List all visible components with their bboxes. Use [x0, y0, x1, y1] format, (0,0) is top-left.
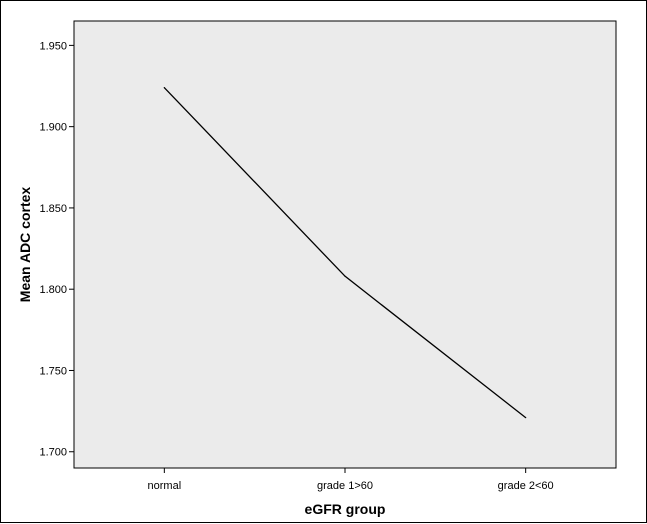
- data-point: [163, 87, 165, 89]
- x-tick-label: normal: [148, 480, 182, 492]
- x-tick-label: grade 1>60: [317, 480, 373, 492]
- x-axis-title: eGFR group: [305, 501, 386, 517]
- y-tick-label: 1.900: [39, 122, 67, 134]
- y-tick-label: 1.950: [39, 40, 67, 52]
- plot-area: [73, 20, 617, 469]
- y-tick-label: 1.700: [39, 447, 67, 459]
- y-axis-title: Mean ADC cortex: [17, 187, 33, 303]
- data-point: [525, 417, 527, 419]
- x-tick-label: grade 2<60: [498, 480, 554, 492]
- series-layer: [163, 87, 527, 419]
- y-tick-label: 1.850: [39, 203, 67, 215]
- data-point: [344, 275, 346, 277]
- y-tick-label: 1.800: [39, 284, 67, 296]
- y-axis: 1.700 1.750 1.800 1.850 1.900 1.950: [39, 40, 74, 459]
- x-axis: normal grade 1>60 grade 2<60: [148, 468, 554, 492]
- y-tick-label: 1.750: [39, 365, 67, 377]
